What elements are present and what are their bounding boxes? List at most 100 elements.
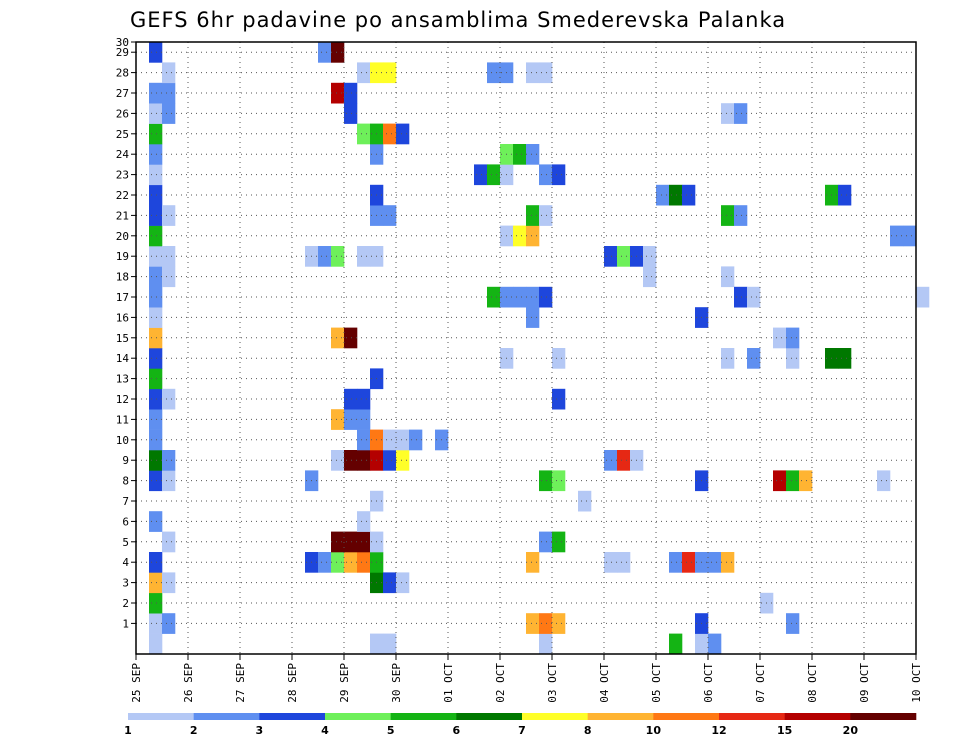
heatmap-cell <box>786 348 800 369</box>
heatmap-cell <box>552 388 566 410</box>
heatmap-cell <box>331 531 345 553</box>
heatmap-cell <box>383 123 397 145</box>
x-tick-label: 26 SEP <box>182 663 195 703</box>
y-tick-label: 24 <box>116 148 130 161</box>
heatmap-cell <box>162 450 176 471</box>
y-tick-label: 16 <box>116 311 129 324</box>
y-tick-label: 14 <box>116 352 130 365</box>
heatmap-cell <box>383 62 397 84</box>
heatmap-cell <box>747 348 761 369</box>
heatmap-cell <box>162 266 176 288</box>
heatmap-cell <box>656 184 670 206</box>
y-tick-label: 12 <box>116 393 129 406</box>
colorbar-swatch <box>325 713 391 720</box>
heatmap-cell <box>487 164 501 186</box>
heatmap-cells <box>149 42 930 655</box>
heatmap-cell <box>344 531 358 553</box>
heatmap-cell <box>396 450 410 471</box>
heatmap-cell <box>357 552 371 573</box>
heatmap-cell <box>474 164 488 186</box>
heatmap-cell <box>526 552 540 573</box>
y-tick-label: 27 <box>116 87 129 100</box>
x-axis: 25 SEP 26 SEP 27 SEP 28 SEP 29 SEP 30 SEP 01 O… <box>130 654 923 703</box>
colorbar-label: 10 <box>646 724 662 737</box>
y-tick-label: 15 <box>116 332 129 345</box>
heatmap-cell <box>162 613 176 634</box>
heatmap-cell <box>539 62 553 84</box>
heatmap-cell <box>721 552 735 573</box>
heatmap-cell <box>149 205 163 226</box>
heatmap-cell <box>149 470 163 492</box>
heatmap-cell <box>903 225 917 247</box>
heatmap-cell <box>331 409 345 430</box>
heatmap-cell <box>162 470 176 492</box>
heatmap-cell <box>357 62 371 84</box>
y-tick-label: 18 <box>116 271 129 284</box>
y-axis: 1234567891011121314151617181920212223242… <box>116 36 136 630</box>
colorbar-swatch <box>128 713 194 720</box>
heatmap-cell <box>162 205 176 226</box>
heatmap-cell <box>357 429 371 451</box>
heatmap-cell <box>747 286 761 308</box>
heatmap-cell <box>734 205 748 226</box>
y-tick-label: 23 <box>116 169 129 182</box>
heatmap-cell <box>838 184 852 206</box>
heatmap-cell <box>357 450 371 471</box>
heatmap-cell <box>773 470 787 492</box>
y-tick-label: 26 <box>116 107 129 120</box>
heatmap-cell <box>513 144 527 165</box>
y-tick-label: 25 <box>116 128 129 141</box>
heatmap-cell <box>344 450 358 471</box>
heatmap-cell <box>149 286 163 308</box>
heatmap-cell <box>669 552 683 573</box>
heatmap-cell <box>162 82 176 104</box>
heatmap-cell <box>786 327 800 349</box>
heatmap-cell <box>344 409 358 430</box>
heatmap-cell <box>149 307 163 328</box>
y-tick-label: 9 <box>122 454 129 467</box>
heatmap-cell <box>357 511 371 532</box>
heatmap-cell <box>604 246 618 267</box>
y-tick-label: 30 <box>116 36 129 49</box>
heatmap-cell <box>149 164 163 186</box>
heatmap-cell <box>708 552 722 573</box>
x-tick-label: 02 OCT <box>494 663 507 703</box>
heatmap-cell <box>526 225 540 247</box>
heatmap-cell <box>539 470 553 492</box>
colorbar-swatch <box>719 713 785 720</box>
y-tick-label: 19 <box>116 250 129 263</box>
x-tick-label: 01 OCT <box>442 663 455 703</box>
colorbar-label: 20 <box>843 724 859 737</box>
heatmap-cell <box>396 429 410 451</box>
heatmap-cell <box>526 286 540 308</box>
heatmap-cell <box>409 429 423 451</box>
heatmap-cell <box>669 184 683 206</box>
colorbar-label: 2 <box>190 724 198 737</box>
colorbar: 1 2 3 4 5 6 7 8 10 12 15 20 <box>124 713 917 737</box>
heatmap-cell <box>318 552 332 573</box>
heatmap-cell <box>669 633 683 655</box>
heatmap-cell <box>370 633 384 655</box>
colorbar-label: 6 <box>453 724 461 737</box>
y-tick-label: 20 <box>116 230 129 243</box>
heatmap-cell <box>149 633 163 655</box>
heatmap-cell <box>383 450 397 471</box>
heatmap-cell <box>149 82 163 104</box>
y-tick-label: 22 <box>116 189 129 202</box>
y-tick-label: 10 <box>116 434 129 447</box>
heatmap-cell <box>487 62 501 84</box>
x-tick-label: 03 OCT <box>546 663 559 703</box>
heatmap-cell <box>552 613 566 634</box>
heatmap-cell <box>149 511 163 532</box>
x-tick-label: 05 OCT <box>650 663 663 703</box>
heatmap-cell <box>513 225 527 247</box>
heatmap-cell <box>149 409 163 430</box>
x-tick-label: 06 OCT <box>702 663 715 703</box>
heatmap-cell <box>578 490 592 512</box>
x-tick-label: 25 SEP <box>130 663 143 703</box>
heatmap-cell <box>344 82 358 104</box>
y-tick-label: 2 <box>122 597 129 610</box>
chart-title: GEFS 6hr padavine po ansamblima Smederev… <box>130 8 786 32</box>
x-tick-label: 04 OCT <box>598 663 611 703</box>
heatmap-cell <box>318 246 332 267</box>
